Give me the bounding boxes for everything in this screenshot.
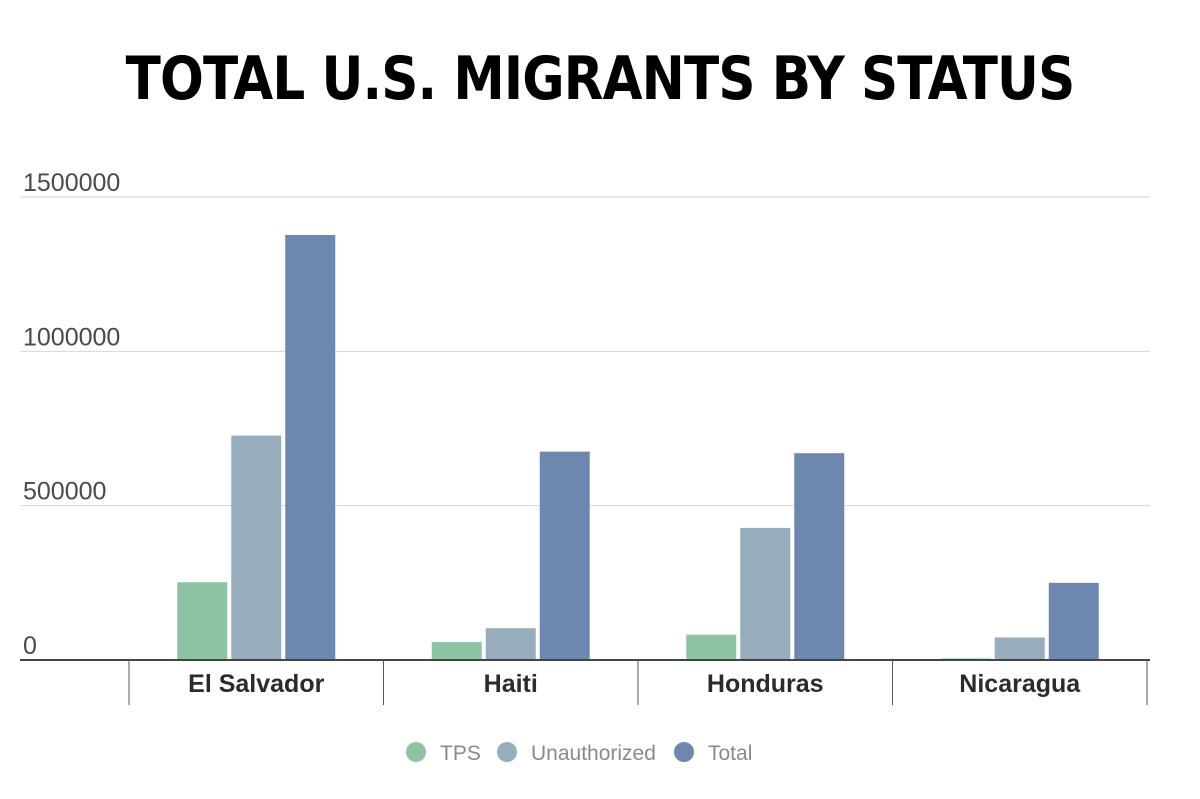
legend-swatch-tps: [406, 742, 426, 762]
x-tick-label: Honduras: [707, 670, 824, 698]
x-axis-ticks: El Salvador Haiti Honduras Nicaragua: [188, 670, 1081, 698]
bar-total-el-salvador: [285, 234, 336, 660]
legend-swatch-total: [674, 742, 694, 762]
bar-unauthorized-el-salvador: [231, 435, 282, 660]
bar-tps-haiti: [431, 642, 482, 660]
chart-title: TOTAL U.S. MIGRANTS BY STATUS: [125, 44, 1076, 114]
legend: TPS Unauthorized Total: [406, 742, 752, 765]
bar-total-honduras: [794, 453, 845, 660]
bar-total-haiti: [539, 451, 590, 660]
bar-unauthorized-nicaragua: [994, 637, 1045, 660]
bar-total-nicaragua: [1048, 582, 1099, 660]
legend-label-tps: TPS: [440, 742, 481, 765]
x-tick-label: Nicaragua: [959, 670, 1081, 698]
legend-swatch-unauthorized: [497, 742, 517, 762]
y-tick-label: 500000: [23, 478, 106, 506]
x-tick-label: Haiti: [484, 670, 538, 698]
bar-unauthorized-haiti: [485, 628, 536, 660]
legend-label-unauthorized: Unauthorized: [531, 742, 656, 765]
bars: [177, 234, 1099, 660]
y-tick-label: 1000000: [23, 323, 120, 351]
x-tick-label: El Salvador: [188, 670, 324, 698]
bar-tps-el-salvador: [177, 582, 228, 660]
bar-tps-honduras: [686, 634, 737, 660]
x-axis: [20, 659, 1150, 705]
y-tick-label: 0: [23, 632, 37, 660]
bar-unauthorized-honduras: [740, 527, 791, 660]
y-tick-label: 1500000: [23, 169, 120, 197]
y-axis-ticks: 0 500000 1000000 1500000: [23, 169, 120, 660]
legend-label-total: Total: [708, 742, 752, 765]
